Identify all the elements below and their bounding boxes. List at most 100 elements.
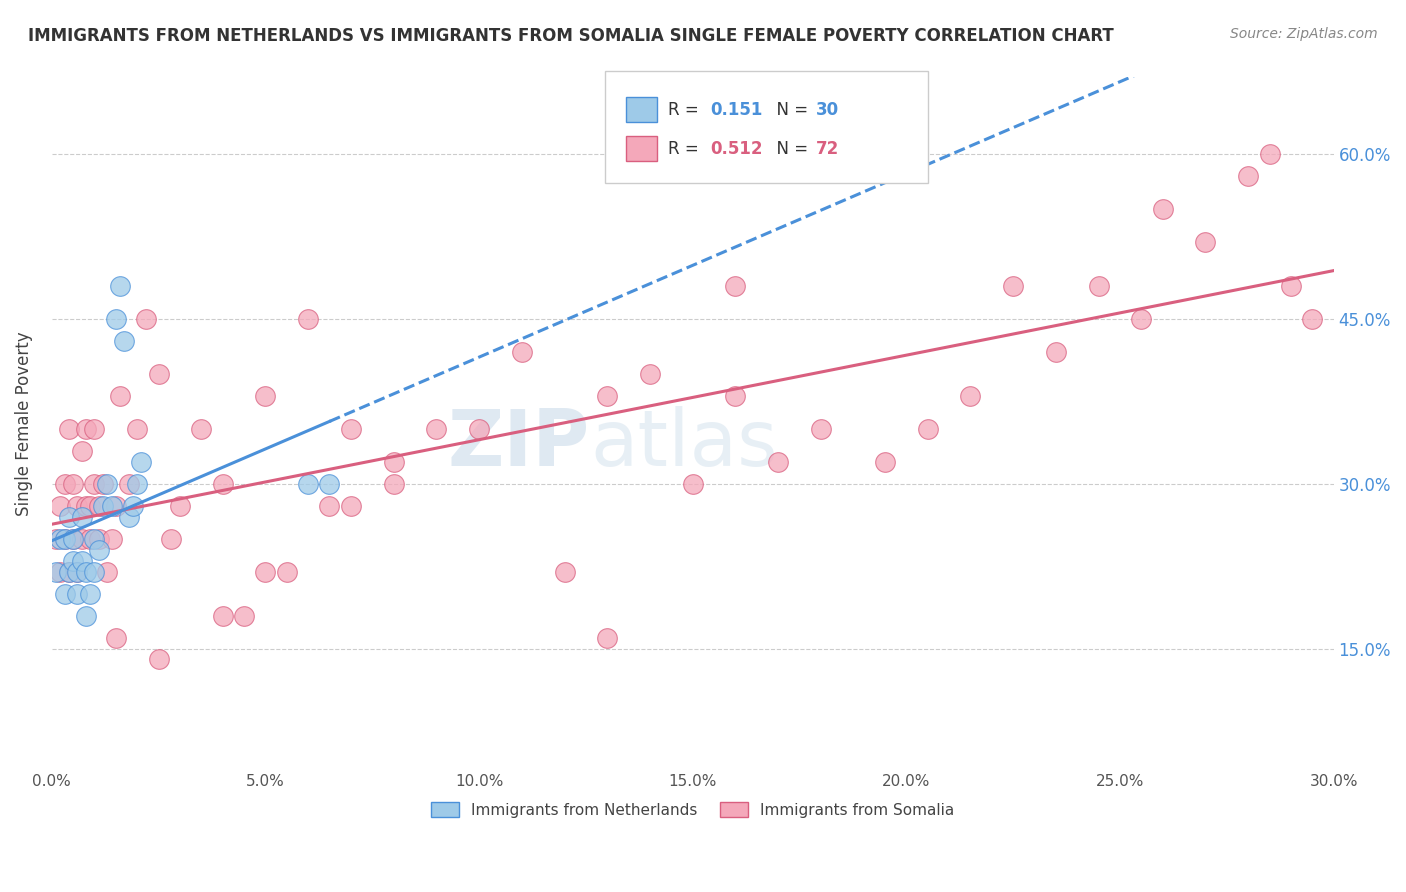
Point: [160, 532, 183, 546]
Point: [873, 455, 896, 469]
Point: [959, 389, 981, 403]
Point: [724, 389, 747, 403]
Point: [58, 422, 80, 436]
Point: [596, 389, 619, 403]
Point: [58, 509, 80, 524]
Point: [100, 499, 122, 513]
Point: [211, 476, 233, 491]
Text: 0.512: 0.512: [710, 140, 762, 158]
Point: [70, 509, 93, 524]
Point: [233, 608, 256, 623]
Y-axis label: Single Female Poverty: Single Female Poverty: [15, 331, 32, 516]
Point: [58, 565, 80, 579]
Point: [49, 565, 72, 579]
Point: [83, 422, 105, 436]
Text: R =: R =: [668, 101, 704, 119]
Point: [62, 476, 84, 491]
Text: IMMIGRANTS FROM NETHERLANDS VS IMMIGRANTS FROM SOMALIA SINGLE FEMALE POVERTY COR: IMMIGRANTS FROM NETHERLANDS VS IMMIGRANT…: [28, 27, 1114, 45]
Point: [190, 422, 212, 436]
Point: [1258, 147, 1281, 161]
Point: [169, 499, 191, 513]
Point: [66, 565, 89, 579]
Point: [254, 565, 277, 579]
Point: [75, 565, 97, 579]
Point: [79, 499, 101, 513]
Point: [1002, 279, 1025, 293]
Point: [75, 608, 97, 623]
Point: [53, 476, 76, 491]
Text: N =: N =: [766, 140, 814, 158]
Point: [53, 532, 76, 546]
Point: [62, 532, 84, 546]
Point: [1045, 345, 1067, 359]
Point: [96, 476, 118, 491]
Point: [135, 312, 157, 326]
Point: [53, 586, 76, 600]
Point: [553, 565, 575, 579]
Point: [87, 499, 110, 513]
Point: [45, 565, 67, 579]
Point: [91, 476, 114, 491]
Point: [108, 279, 131, 293]
Point: [70, 443, 93, 458]
Point: [104, 312, 127, 326]
Point: [1279, 279, 1302, 293]
Point: [75, 422, 97, 436]
Point: [1301, 312, 1323, 326]
Point: [83, 565, 105, 579]
Point: [297, 312, 319, 326]
Text: ZIP: ZIP: [449, 406, 591, 483]
Point: [62, 554, 84, 568]
Point: [340, 422, 363, 436]
Point: [45, 532, 67, 546]
Point: [724, 279, 747, 293]
Point: [83, 476, 105, 491]
Text: 30: 30: [815, 101, 838, 119]
Point: [79, 586, 101, 600]
Point: [425, 422, 447, 436]
Point: [340, 499, 363, 513]
Point: [1237, 169, 1260, 184]
Point: [810, 422, 832, 436]
Point: [917, 422, 939, 436]
Point: [382, 455, 405, 469]
Point: [66, 499, 89, 513]
Point: [596, 631, 619, 645]
Point: [104, 499, 127, 513]
Point: [127, 422, 149, 436]
Point: [79, 532, 101, 546]
Text: 0.151: 0.151: [710, 101, 762, 119]
Text: R =: R =: [668, 140, 704, 158]
Point: [318, 476, 340, 491]
Point: [75, 499, 97, 513]
Point: [96, 565, 118, 579]
Point: [87, 542, 110, 557]
Point: [53, 532, 76, 546]
Point: [148, 367, 170, 381]
Point: [276, 565, 298, 579]
Point: [211, 608, 233, 623]
Point: [148, 652, 170, 666]
Point: [318, 499, 340, 513]
Point: [766, 455, 789, 469]
Point: [62, 532, 84, 546]
Legend: Immigrants from Netherlands, Immigrants from Somalia: Immigrants from Netherlands, Immigrants …: [425, 796, 960, 824]
Point: [83, 532, 105, 546]
Text: atlas: atlas: [591, 406, 778, 483]
Point: [100, 532, 122, 546]
Point: [104, 631, 127, 645]
Point: [70, 554, 93, 568]
Point: [118, 509, 141, 524]
Point: [49, 499, 72, 513]
Point: [682, 476, 704, 491]
Point: [638, 367, 661, 381]
Point: [1087, 279, 1109, 293]
Point: [254, 389, 277, 403]
Point: [91, 499, 114, 513]
Point: [122, 499, 145, 513]
Text: Source: ZipAtlas.com: Source: ZipAtlas.com: [1230, 27, 1378, 41]
Point: [66, 586, 89, 600]
Point: [118, 476, 141, 491]
Point: [66, 565, 89, 579]
Point: [510, 345, 533, 359]
